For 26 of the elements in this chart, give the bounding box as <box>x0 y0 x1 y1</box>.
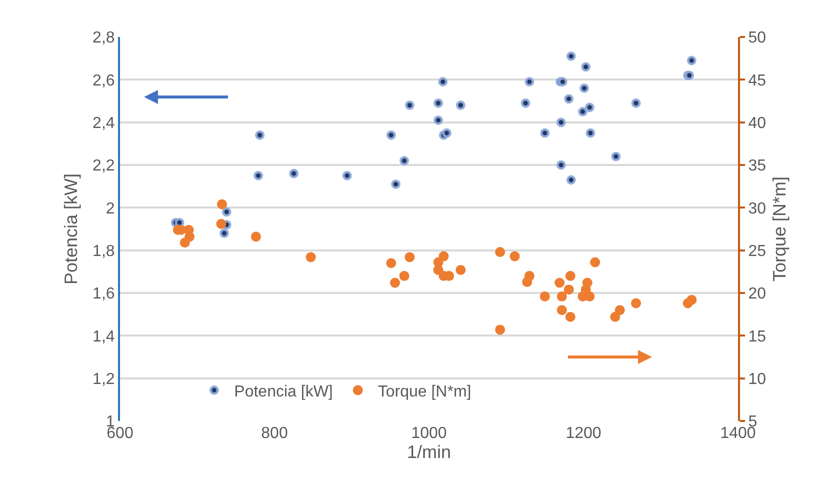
y2-tick-label: 40 <box>748 114 766 132</box>
y2-tick-label: 25 <box>748 242 766 260</box>
y2-tick-label: 15 <box>748 328 766 346</box>
x-tick-label: 800 <box>261 425 288 442</box>
x-tick-label: 1000 <box>411 425 447 442</box>
y-tick-label: 2,4 <box>92 114 115 132</box>
y-tick-label: 1,4 <box>92 328 115 346</box>
y-tick-label: 1,2 <box>92 370 115 388</box>
y2-tick-label: 50 <box>748 30 766 47</box>
y-tick-label: 2,8 <box>92 30 115 47</box>
y-tick-label: 2,6 <box>92 72 115 90</box>
x-tick-label: 1200 <box>566 425 602 442</box>
y-axis-title: Potencia [kW] <box>61 173 82 285</box>
y2-tick-label: 10 <box>748 370 766 388</box>
y2-tick-label: 45 <box>748 72 766 90</box>
y2-tick-label: 20 <box>748 286 766 303</box>
y2-tick-label: 35 <box>748 158 766 175</box>
y-tick-label: 1,6 <box>92 286 115 303</box>
y2-tick-label: 30 <box>748 200 766 218</box>
x-axis-title: 1/min <box>406 442 452 462</box>
legend-label: Torque [N*m] <box>378 383 472 400</box>
y-tick-label: 2,2 <box>92 158 115 175</box>
y-tick-label: 1,8 <box>92 242 115 260</box>
y-tick-label: 2 <box>106 200 115 218</box>
y2-axis-title: Torque [N*m] <box>770 176 790 282</box>
legend-label: Potencia [kW] <box>234 383 333 400</box>
